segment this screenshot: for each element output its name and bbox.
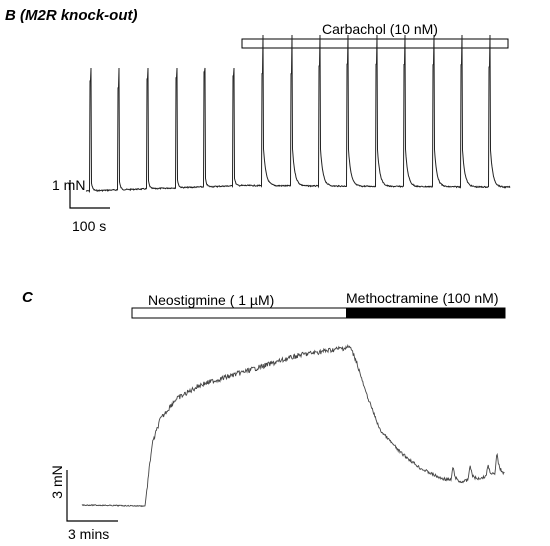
scale-y-label: 3 mN <box>49 465 65 498</box>
panel-label: B <box>5 7 16 24</box>
trace <box>85 34 511 194</box>
drug-label: Carbachol (10 nM) <box>322 21 438 37</box>
scale-bar <box>69 180 110 209</box>
panel-title: (M2R knock-out) <box>20 7 138 24</box>
drug-label: Neostigmine ( 1 µM) <box>148 292 274 308</box>
drug-bar <box>241 38 509 49</box>
scale-bar <box>66 470 118 522</box>
trace <box>81 343 505 508</box>
drug-label: Methoctramine (100 nM) <box>346 290 499 306</box>
scale-x-label: 100 s <box>72 218 106 234</box>
panel-label: C <box>22 289 34 306</box>
scale-x-label: 3 mins <box>68 526 109 542</box>
scale-y-label: 1 mN <box>52 177 85 193</box>
drug-bar <box>346 308 505 318</box>
